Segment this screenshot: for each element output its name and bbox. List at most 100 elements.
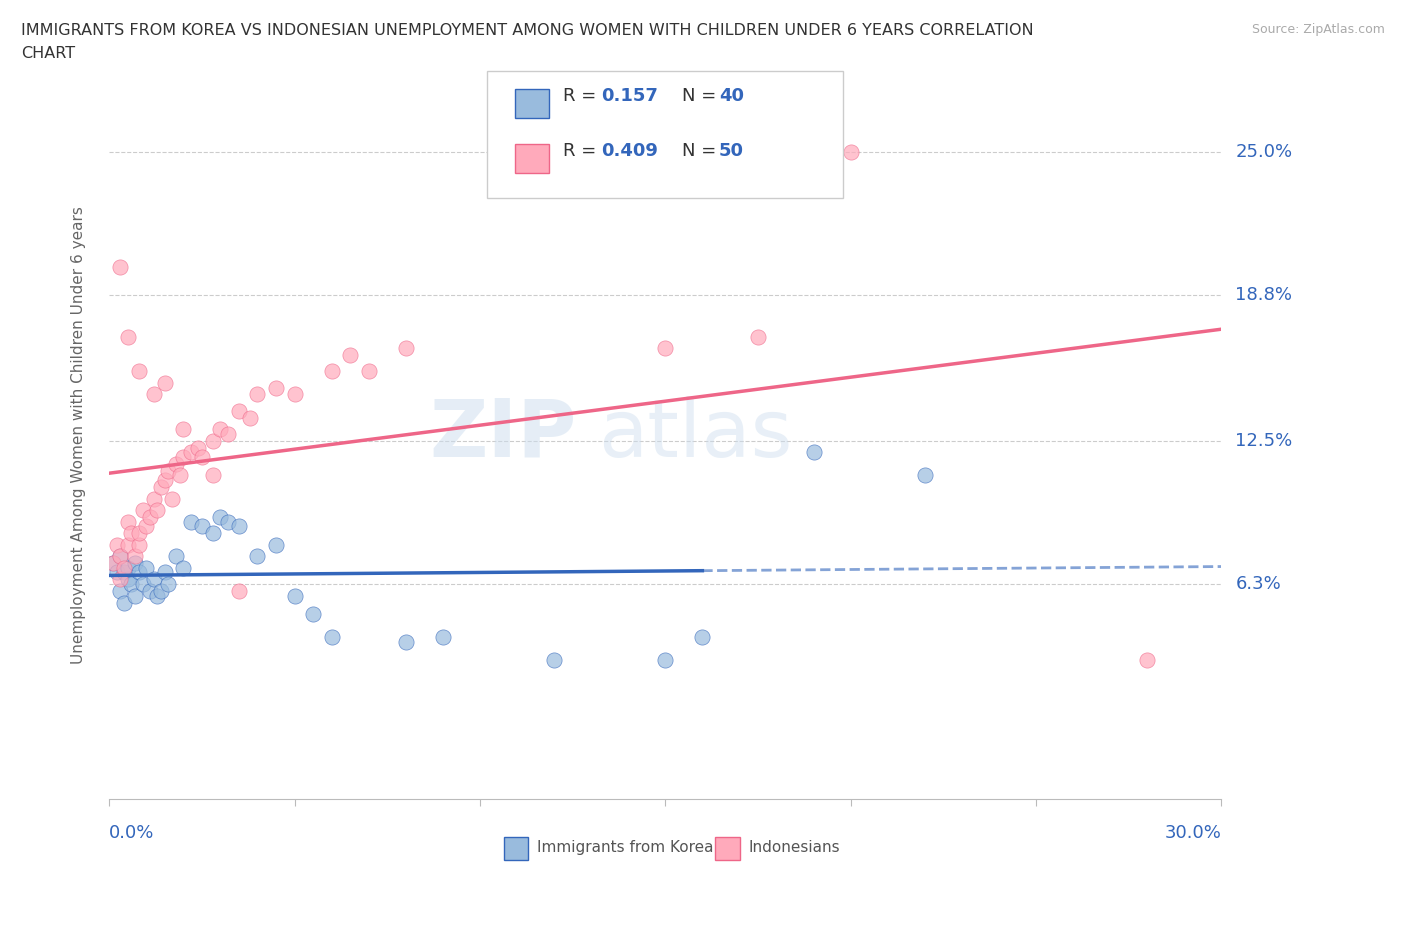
Point: [217, 514, 239, 529]
Point: [191, 519, 214, 534]
Point: [172, 561, 194, 576]
Point: [135, 561, 157, 576]
Point: [128, 525, 150, 540]
Point: [395, 634, 418, 649]
Point: [139, 583, 162, 598]
Point: [201, 468, 224, 483]
Point: [283, 387, 305, 402]
Point: [139, 510, 162, 525]
Point: [654, 653, 676, 668]
Text: atlas: atlas: [599, 396, 793, 474]
Text: IMMIGRANTS FROM KOREA VS INDONESIAN UNEMPLOYMENT AMONG WOMEN WITH CHILDREN UNDER: IMMIGRANTS FROM KOREA VS INDONESIAN UNEM…: [21, 23, 1033, 38]
Point: [160, 491, 183, 506]
Point: [142, 387, 165, 402]
Point: [543, 653, 565, 668]
Point: [692, 630, 714, 644]
Point: [128, 565, 150, 580]
Point: [180, 445, 202, 459]
Point: [228, 583, 250, 598]
Text: 25.0%: 25.0%: [1236, 142, 1292, 161]
Point: [839, 144, 862, 159]
Point: [172, 449, 194, 464]
Y-axis label: Unemployment Among Women with Children Under 6 years: Unemployment Among Women with Children U…: [72, 206, 86, 664]
Point: [321, 364, 343, 379]
FancyBboxPatch shape: [716, 837, 740, 860]
Point: [120, 577, 142, 591]
Point: [264, 538, 287, 552]
Point: [165, 457, 187, 472]
Point: [357, 364, 380, 379]
Point: [153, 565, 176, 580]
Point: [246, 387, 269, 402]
Point: [150, 583, 173, 598]
Point: [110, 583, 132, 598]
Point: [395, 340, 418, 355]
Point: [264, 380, 287, 395]
Point: [165, 549, 187, 564]
Point: [201, 433, 224, 448]
Point: [153, 472, 176, 487]
Point: [110, 549, 132, 564]
Text: Immigrants from Korea: Immigrants from Korea: [537, 840, 714, 855]
Text: CHART: CHART: [21, 46, 75, 61]
Point: [120, 525, 142, 540]
Text: N =: N =: [682, 142, 716, 160]
Point: [146, 502, 169, 517]
Point: [124, 588, 146, 603]
Text: 40: 40: [718, 87, 744, 105]
Point: [110, 259, 132, 274]
Point: [228, 404, 250, 418]
Point: [124, 549, 146, 564]
Point: [131, 502, 153, 517]
Point: [747, 329, 769, 344]
Point: [172, 421, 194, 436]
FancyBboxPatch shape: [488, 71, 844, 198]
Point: [112, 565, 135, 580]
Point: [101, 556, 124, 571]
Text: 12.5%: 12.5%: [1236, 432, 1292, 450]
Point: [803, 445, 825, 459]
Text: 0.157: 0.157: [600, 87, 658, 105]
Point: [209, 421, 232, 436]
Point: [153, 376, 176, 391]
Point: [239, 410, 262, 425]
Text: 50: 50: [718, 142, 744, 160]
Point: [117, 514, 139, 529]
Point: [187, 440, 209, 455]
Point: [131, 577, 153, 591]
Point: [146, 588, 169, 603]
Point: [180, 514, 202, 529]
Point: [169, 468, 191, 483]
Point: [283, 588, 305, 603]
Point: [321, 630, 343, 644]
Point: [105, 565, 128, 580]
Point: [246, 549, 269, 564]
Point: [117, 572, 139, 587]
Point: [110, 572, 132, 587]
Text: 6.3%: 6.3%: [1236, 575, 1281, 593]
Text: 18.8%: 18.8%: [1236, 286, 1292, 304]
Point: [157, 463, 180, 478]
FancyBboxPatch shape: [503, 837, 529, 860]
Point: [1136, 653, 1159, 668]
Point: [117, 538, 139, 552]
Text: 0.0%: 0.0%: [110, 824, 155, 842]
Text: Source: ZipAtlas.com: Source: ZipAtlas.com: [1251, 23, 1385, 36]
Point: [142, 572, 165, 587]
Point: [217, 426, 239, 441]
Point: [112, 595, 135, 610]
Point: [105, 538, 128, 552]
Point: [157, 577, 180, 591]
Point: [654, 340, 676, 355]
Point: [339, 348, 361, 363]
Point: [128, 538, 150, 552]
Point: [117, 561, 139, 576]
Point: [432, 630, 454, 644]
Text: 0.409: 0.409: [600, 142, 658, 160]
FancyBboxPatch shape: [515, 143, 548, 173]
Point: [191, 449, 214, 464]
Point: [101, 556, 124, 571]
Point: [201, 525, 224, 540]
Point: [135, 519, 157, 534]
Point: [112, 561, 135, 576]
